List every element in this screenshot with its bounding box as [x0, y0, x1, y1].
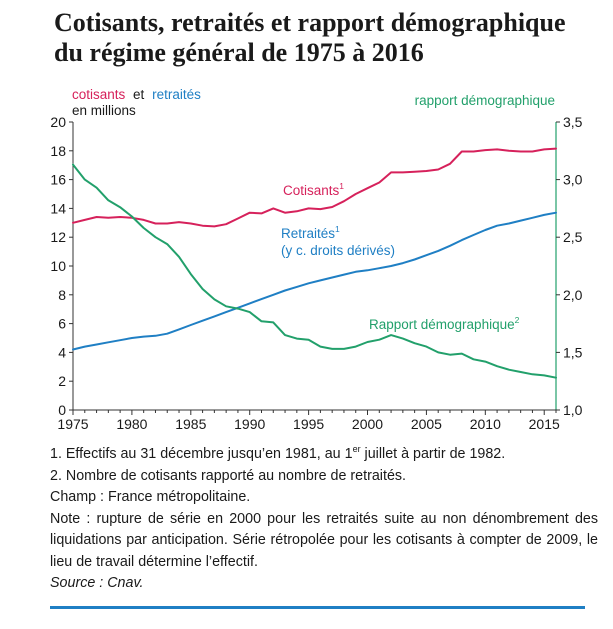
note-source: Source : Cnav.	[50, 575, 144, 591]
left-axis-label: cotisants et retraités	[72, 88, 201, 102]
left-axis-tick-label: 6	[58, 316, 66, 332]
x-axis-tick-label: 1995	[293, 416, 324, 432]
note-rupture: Note : rupture de série en 2000 pour les…	[50, 510, 598, 570]
note-1: 1. Effectifs au 31 décembre jusqu’en 198…	[50, 444, 598, 466]
left-axis-tick-label: 20	[50, 114, 66, 130]
note-1-start: 1. Effectifs au 31 décembre jusqu’en 198…	[50, 446, 353, 462]
left-axis-label-retraites: retraités	[152, 88, 201, 102]
line-chart: cotisants et retraités en millions rappo…	[50, 88, 583, 432]
chart-notes: 1. Effectifs au 31 décembre jusqu’en 198…	[50, 444, 598, 595]
left-axis-label-cotisants: cotisants	[72, 88, 126, 102]
left-axis-tick-label: 2	[58, 373, 66, 389]
chart-title: Cotisants, retraités et rapport démograp…	[54, 8, 610, 68]
right-axis-tick-label: 3,5	[563, 114, 583, 130]
x-axis-tick-label: 1975	[57, 416, 88, 432]
annotation-cotisants-text: Cotisants	[283, 183, 340, 198]
x-axis-tick-label: 1980	[116, 416, 147, 432]
right-axis-tick-label: 2,0	[563, 287, 583, 303]
left-axis-tick-label: 18	[50, 143, 66, 159]
x-axis-tick-label: 2010	[470, 416, 501, 432]
left-axis-tick-label: 10	[50, 258, 66, 274]
series-line-retraites	[72, 211, 557, 351]
right-axis-label: rapport démographique	[415, 93, 555, 108]
annotation-retraites: Retraités1	[281, 224, 340, 241]
annotation-cotisants-sup: 1	[339, 181, 344, 191]
right-axis-tick-label: 3,0	[563, 172, 583, 188]
annotation-rapport-text: Rapport démographique	[369, 317, 515, 332]
annotation-rapport: Rapport démographique2	[369, 315, 520, 332]
note-1-sup: er	[352, 444, 361, 455]
note-2: 2. Nombre de cotisants rapporté au nombr…	[50, 467, 407, 484]
right-axis-tick-label: 1,5	[563, 344, 583, 360]
x-axis-tick-label: 1990	[234, 416, 265, 432]
left-axis-unit: en millions	[72, 103, 136, 118]
chart-title-line1: Cotisants, retraités et rapport démograp…	[54, 8, 566, 37]
x-axis-tick-label: 2015	[529, 416, 560, 432]
left-axis-tick-label: 12	[50, 229, 66, 245]
right-axis-tick-label: 2,5	[563, 229, 583, 245]
bottom-divider	[50, 606, 585, 609]
annotation-retraites-sup: 1	[335, 224, 340, 234]
annotation-retraites-line2: (y c. droits dérivés)	[281, 243, 395, 258]
left-axis-tick-label: 4	[58, 344, 66, 360]
left-axis-label-et: et	[133, 88, 145, 102]
annotation-retraites-text: Retraités	[281, 226, 335, 241]
chart-title-line2: du régime général de 1975 à 2016	[54, 38, 424, 67]
left-axis-tick-label: 16	[50, 172, 66, 188]
x-axis-tick-label: 2005	[411, 416, 442, 432]
annotation-rapport-sup: 2	[515, 315, 520, 325]
x-axis-tick-label: 1985	[175, 416, 206, 432]
right-axis-tick-label: 1,0	[563, 402, 583, 418]
series-line-rapport-demographique	[72, 163, 557, 379]
annotation-cotisants: Cotisants1	[283, 181, 344, 198]
note-champ: Champ : France métropolitaine.	[50, 489, 251, 505]
left-axis-tick-label: 8	[58, 287, 66, 303]
left-axis-tick-label: 0	[58, 402, 66, 418]
series-line-cotisants	[72, 147, 557, 228]
note-1-end: juillet à partir de 1982.	[360, 446, 506, 462]
left-axis-tick-label: 14	[50, 200, 66, 216]
x-axis-tick-label: 2000	[352, 416, 383, 432]
